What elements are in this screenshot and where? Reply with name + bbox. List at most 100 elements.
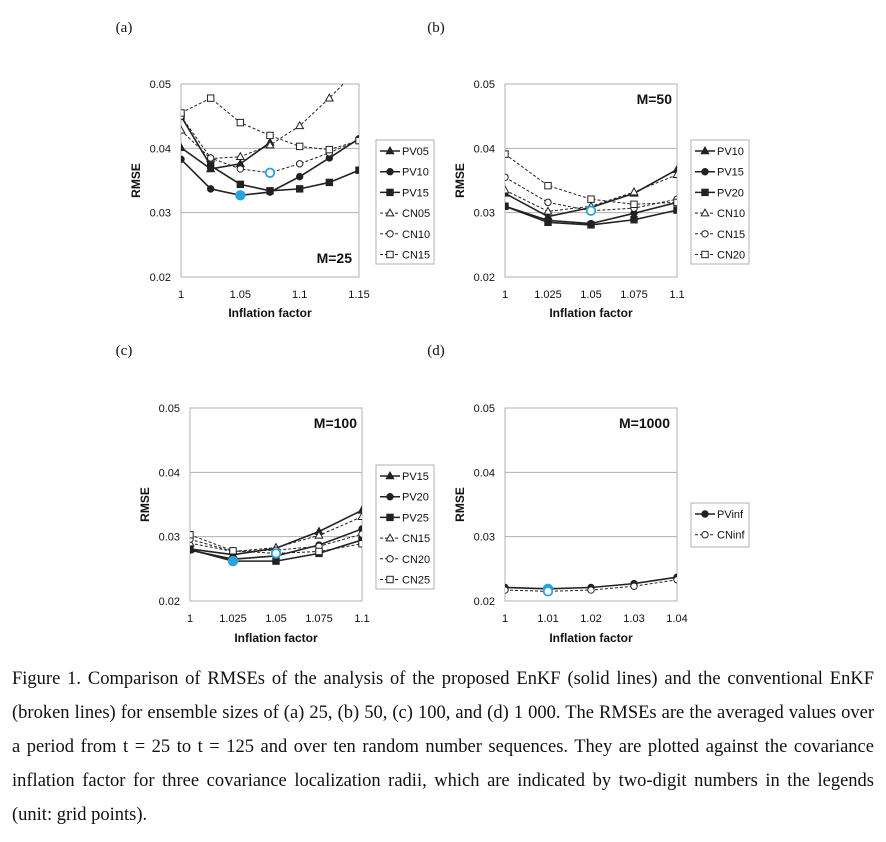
data-point [673, 576, 677, 584]
x-tick-label: 1.025 [219, 613, 247, 625]
data-point [587, 195, 595, 203]
legend-label: PV15 [402, 187, 429, 199]
legend-label: PV10 [402, 167, 429, 179]
legend-label: CN15 [717, 229, 745, 241]
ensemble-size-label: M=1000 [619, 415, 670, 431]
figure-caption: Figure 1. Comparison of RMSEs of the ana… [12, 669, 874, 825]
legend-marker [701, 230, 709, 238]
legend-box [690, 139, 750, 265]
plot-frame [504, 407, 678, 602]
x-tick-label: 1.025 [534, 289, 562, 301]
data-point [181, 125, 186, 134]
chart-panel: (b) 0.02 0.03 0.04 0.05 1 1.025 1.05 1.075 1.1 Inf… [427, 20, 750, 320]
legend-label: CN15 [402, 533, 430, 545]
legend-label: PV25 [402, 512, 429, 524]
data-point [544, 181, 552, 190]
legend-label: CN10 [717, 208, 745, 220]
series-line [505, 153, 677, 205]
data-point [505, 173, 509, 181]
data-point [544, 218, 552, 227]
legend-marker [701, 168, 709, 176]
legend-label: PV15 [717, 167, 744, 179]
legend-marker [386, 493, 394, 501]
highlight-point [270, 548, 282, 559]
data-point [358, 530, 362, 538]
legend-marker [701, 188, 709, 197]
x-tick-label: 1.05 [230, 289, 251, 301]
legend-label: CN20 [717, 250, 745, 262]
data-point [324, 93, 334, 102]
x-tick-label: 1.02 [580, 613, 601, 625]
x-tick-label: 1.04 [666, 613, 687, 625]
y-tick-label: 0.02 [150, 272, 171, 284]
x-tick-label: 1.05 [580, 289, 601, 301]
y-tick-label: 0.02 [159, 596, 180, 608]
y-tick-label: 0.03 [159, 532, 180, 544]
legend-marker [386, 555, 394, 563]
legend-marker [386, 230, 394, 238]
legend-label: PV10 [717, 146, 744, 158]
x-tick-label: 1 [502, 289, 508, 301]
legend-marker [386, 250, 394, 259]
x-tick-label: 1.15 [348, 289, 369, 301]
y-tick-label: 0.05 [474, 79, 495, 91]
series-group [505, 150, 677, 229]
data-point [295, 185, 304, 193]
data-point [235, 151, 245, 160]
data-point [505, 150, 509, 158]
legend-marker [701, 510, 709, 518]
legend-marker [386, 575, 394, 584]
legend-marker [385, 533, 395, 542]
data-point [181, 155, 185, 163]
x-tick-label: 1.1 [354, 613, 369, 625]
panel-letter: (b) [427, 20, 445, 36]
legend-label: PV20 [402, 492, 429, 504]
data-point [206, 154, 215, 162]
series-group [505, 573, 677, 596]
data-point [587, 586, 595, 594]
y-axis-label: RMSE [138, 487, 152, 522]
legend-box [375, 139, 435, 265]
legend-label: PVinf [717, 509, 744, 521]
x-tick-label: 1.01 [537, 613, 558, 625]
x-axis-label: Inflation factor [234, 631, 318, 645]
x-tick-label: 1 [502, 613, 508, 625]
legend-label: CNinf [717, 530, 745, 542]
legend-marker [386, 168, 394, 176]
legend-label: CN25 [402, 575, 430, 587]
data-point [505, 185, 510, 194]
plot-frame [189, 407, 363, 602]
data-point [190, 531, 194, 539]
y-tick-label: 0.03 [474, 532, 495, 544]
data-point [357, 511, 362, 521]
x-tick-label: 1.05 [265, 613, 286, 625]
y-tick-label: 0.04 [474, 467, 495, 479]
data-point [673, 198, 677, 207]
data-point [543, 206, 553, 215]
data-point [236, 118, 245, 127]
x-axis-label: Inflation factor [228, 306, 312, 320]
data-point [325, 145, 334, 154]
data-point [355, 166, 359, 174]
y-tick-label: 0.02 [474, 272, 495, 284]
legend-label: CN05 [402, 208, 430, 220]
x-tick-label: 1.03 [623, 613, 644, 625]
highlight-point [585, 205, 597, 216]
series-line [505, 176, 677, 212]
data-point [544, 198, 552, 207]
y-tick-label: 0.03 [474, 208, 495, 220]
legend-marker [701, 250, 709, 259]
series-line [181, 141, 271, 170]
highlight-point [227, 555, 239, 567]
data-point [206, 94, 215, 102]
legend-marker [700, 145, 710, 155]
data-point [357, 505, 362, 514]
series-line [190, 534, 362, 554]
y-tick-label: 0.05 [150, 79, 171, 91]
legend-marker [385, 208, 395, 217]
data-point [355, 136, 359, 145]
y-axis-label: RMSE [453, 163, 467, 198]
x-tick-label: 1 [178, 289, 184, 301]
chart-panel: (a) 0.02 0.03 0.04 0.05 1 1.05 1.1 1.15 Inflation… [116, 20, 435, 320]
data-point [181, 142, 186, 151]
